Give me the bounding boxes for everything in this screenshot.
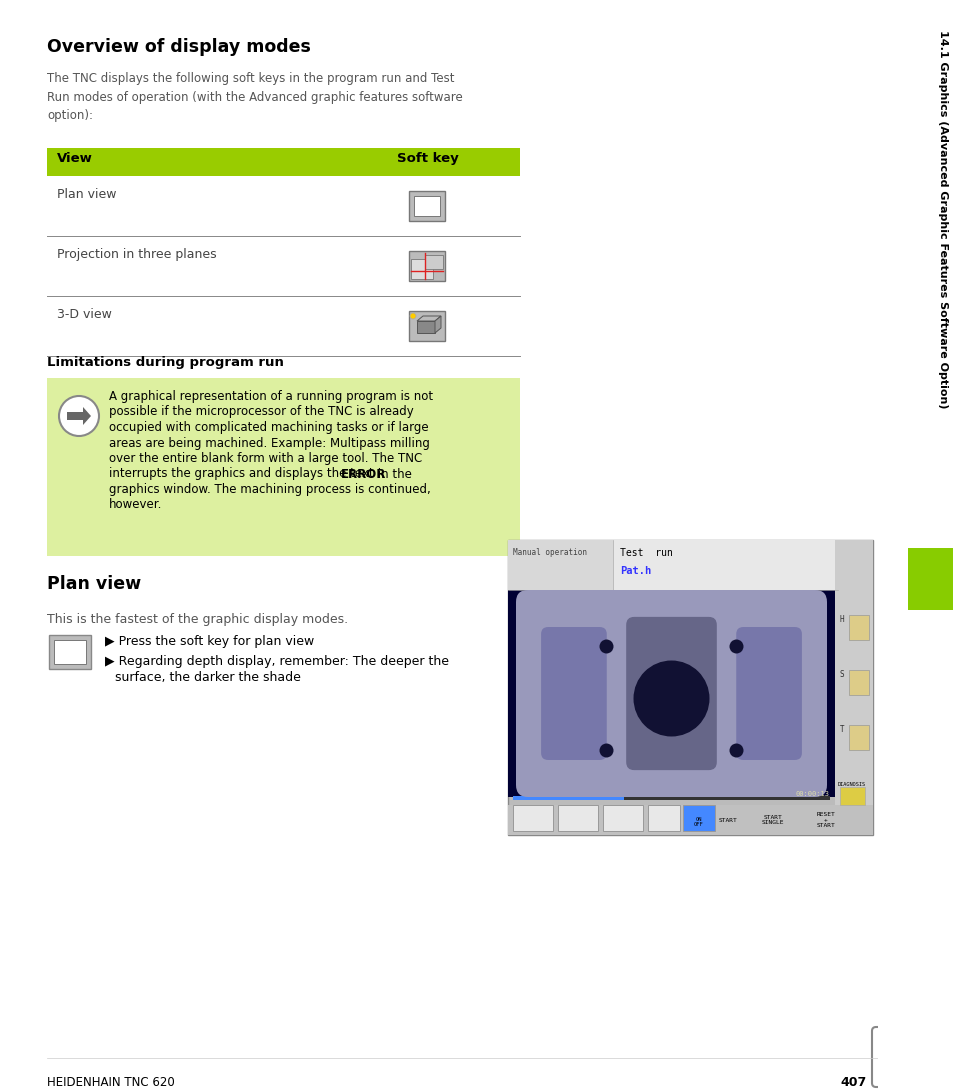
Bar	[513, 796, 829, 800]
Text: S: S	[840, 670, 843, 679]
Bar	[47, 377, 519, 556]
Bar	[682, 805, 714, 831]
Bar	[47, 148, 519, 176]
Text: possible if the microprocessor of the TNC is already: possible if the microprocessor of the TN…	[109, 406, 414, 419]
Text: ▶ Regarding depth display, remember: The deeper the: ▶ Regarding depth display, remember: The…	[105, 655, 449, 668]
Bar	[558, 805, 598, 831]
Text: This is the fastest of the graphic display modes.: This is the fastest of the graphic displ…	[47, 613, 348, 626]
Text: 3-D view: 3-D view	[57, 308, 112, 321]
Text: Limitations during program run: Limitations during program run	[47, 356, 284, 369]
Circle shape	[729, 639, 742, 654]
Text: RESET
+
START: RESET + START	[816, 812, 835, 828]
Text: Overview of display modes: Overview of display modes	[47, 38, 311, 56]
Bar	[602, 805, 642, 831]
Text: Pat.h: Pat.h	[619, 566, 651, 576]
Text: Soft key: Soft key	[396, 152, 458, 165]
FancyBboxPatch shape	[625, 616, 716, 770]
Text: however.: however.	[109, 499, 162, 512]
Bar	[830, 640, 834, 720]
Circle shape	[410, 313, 416, 319]
Bar	[877, 0, 953, 1091]
Bar	[507, 590, 834, 798]
FancyBboxPatch shape	[871, 1027, 937, 1087]
Text: Projection in three planes: Projection in three planes	[57, 248, 216, 261]
Bar	[411, 259, 433, 279]
Bar	[513, 796, 623, 800]
Text: ▶ Press the soft key for plan view: ▶ Press the soft key for plan view	[105, 635, 314, 648]
Ellipse shape	[633, 660, 709, 736]
Circle shape	[729, 743, 742, 757]
Text: graphics window. The machining process is continued,: graphics window. The machining process i…	[109, 483, 431, 496]
Text: surface, the darker the shade: surface, the darker the shade	[115, 671, 300, 684]
Bar	[507, 540, 613, 590]
Bar	[513, 805, 553, 831]
Text: HEIDENHAIN TNC 620: HEIDENHAIN TNC 620	[47, 1076, 174, 1089]
Text: 14.1 Graphics (Advanced Graphic Features Software Option): 14.1 Graphics (Advanced Graphic Features…	[937, 29, 947, 408]
Text: T: T	[840, 726, 843, 734]
FancyBboxPatch shape	[540, 627, 606, 760]
Circle shape	[598, 639, 613, 654]
Text: areas are being machined. Example: Multipass milling: areas are being machined. Example: Multi…	[109, 436, 430, 449]
Text: Plan view: Plan view	[57, 188, 116, 201]
Text: occupied with complicated machining tasks or if large: occupied with complicated machining task…	[109, 421, 428, 434]
Text: i: i	[899, 1043, 909, 1070]
Bar	[414, 196, 439, 216]
Bar	[848, 670, 868, 695]
Bar	[424, 255, 442, 269]
Bar	[409, 311, 444, 341]
Circle shape	[59, 396, 99, 436]
Bar	[840, 787, 864, 805]
Bar	[416, 321, 435, 333]
Circle shape	[598, 743, 613, 757]
Bar	[647, 805, 679, 831]
Text: START
SINGLE: START SINGLE	[760, 815, 783, 826]
Text: interrupts the graphics and displays the text: interrupts the graphics and displays the…	[109, 468, 377, 480]
Text: H: H	[840, 615, 843, 624]
Bar	[507, 805, 872, 835]
Bar	[507, 540, 837, 590]
Polygon shape	[67, 407, 91, 425]
Bar	[507, 540, 872, 835]
Text: in the: in the	[374, 468, 412, 480]
Text: Test  run: Test run	[619, 548, 672, 558]
Text: ERROR: ERROR	[341, 468, 386, 480]
Text: over the entire blank form with a large tool. The TNC: over the entire blank form with a large …	[109, 452, 422, 465]
Text: DIAGNOSIS: DIAGNOSIS	[837, 782, 865, 787]
Text: Manual operation: Manual operation	[513, 548, 586, 558]
Bar	[848, 726, 868, 750]
Bar	[907, 548, 953, 610]
Text: View: View	[57, 152, 92, 165]
Bar	[54, 640, 86, 664]
Bar	[409, 251, 444, 281]
FancyBboxPatch shape	[516, 590, 826, 798]
Text: 00:00:13: 00:00:13	[795, 791, 829, 798]
Bar	[409, 191, 444, 221]
Text: ON
OFF: ON OFF	[694, 816, 703, 827]
Text: Plan view: Plan view	[47, 575, 141, 594]
Text: A graphical representation of a running program is not: A graphical representation of a running …	[109, 389, 433, 403]
Bar	[513, 796, 623, 800]
Text: 407: 407	[840, 1076, 865, 1089]
Polygon shape	[416, 316, 440, 321]
Bar	[49, 635, 91, 669]
Text: The TNC displays the following soft keys in the program run and Test
Run modes o: The TNC displays the following soft keys…	[47, 72, 462, 122]
Bar	[848, 615, 868, 640]
Polygon shape	[435, 316, 440, 333]
Bar	[834, 540, 872, 835]
FancyBboxPatch shape	[736, 627, 801, 760]
Text: START: START	[718, 817, 737, 823]
